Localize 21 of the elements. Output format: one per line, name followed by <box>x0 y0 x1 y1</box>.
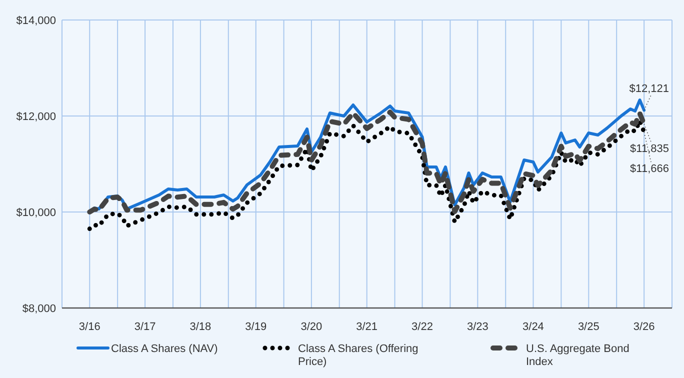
x-tick-label: 3/23 <box>466 321 488 333</box>
x-tick-label: 3/22 <box>412 321 433 333</box>
x-tick-label: 3/16 <box>78 321 100 333</box>
x-tick-label: 3/26 <box>633 321 655 333</box>
x-tick-label: 3/19 <box>245 321 267 333</box>
annotation: $11,666 <box>630 163 669 176</box>
y-tick-label: $8,000 <box>22 302 56 315</box>
x-tick-label: 3/25 <box>578 321 600 333</box>
x-tick-label: 3/24 <box>522 321 544 333</box>
annotation: $11,835 <box>630 142 669 155</box>
y-tick-label: $10,000 <box>16 206 56 219</box>
legend-label: U.S. Aggregate Bond Index <box>526 343 630 368</box>
y-tick-label: $12,000 <box>16 110 56 123</box>
x-tick-label: 3/18 <box>190 321 212 333</box>
y-tick-label: $14,000 <box>16 14 56 27</box>
annotation: $12,121 <box>629 83 669 96</box>
legend-label: Class A Shares (Offering Price) <box>298 343 418 368</box>
x-tick-label: 3/21 <box>356 321 378 333</box>
legend-label: Class A Shares (NAV) <box>111 343 218 355</box>
x-tick-label: 3/17 <box>134 321 156 333</box>
x-tick-label: 3/20 <box>300 321 322 333</box>
